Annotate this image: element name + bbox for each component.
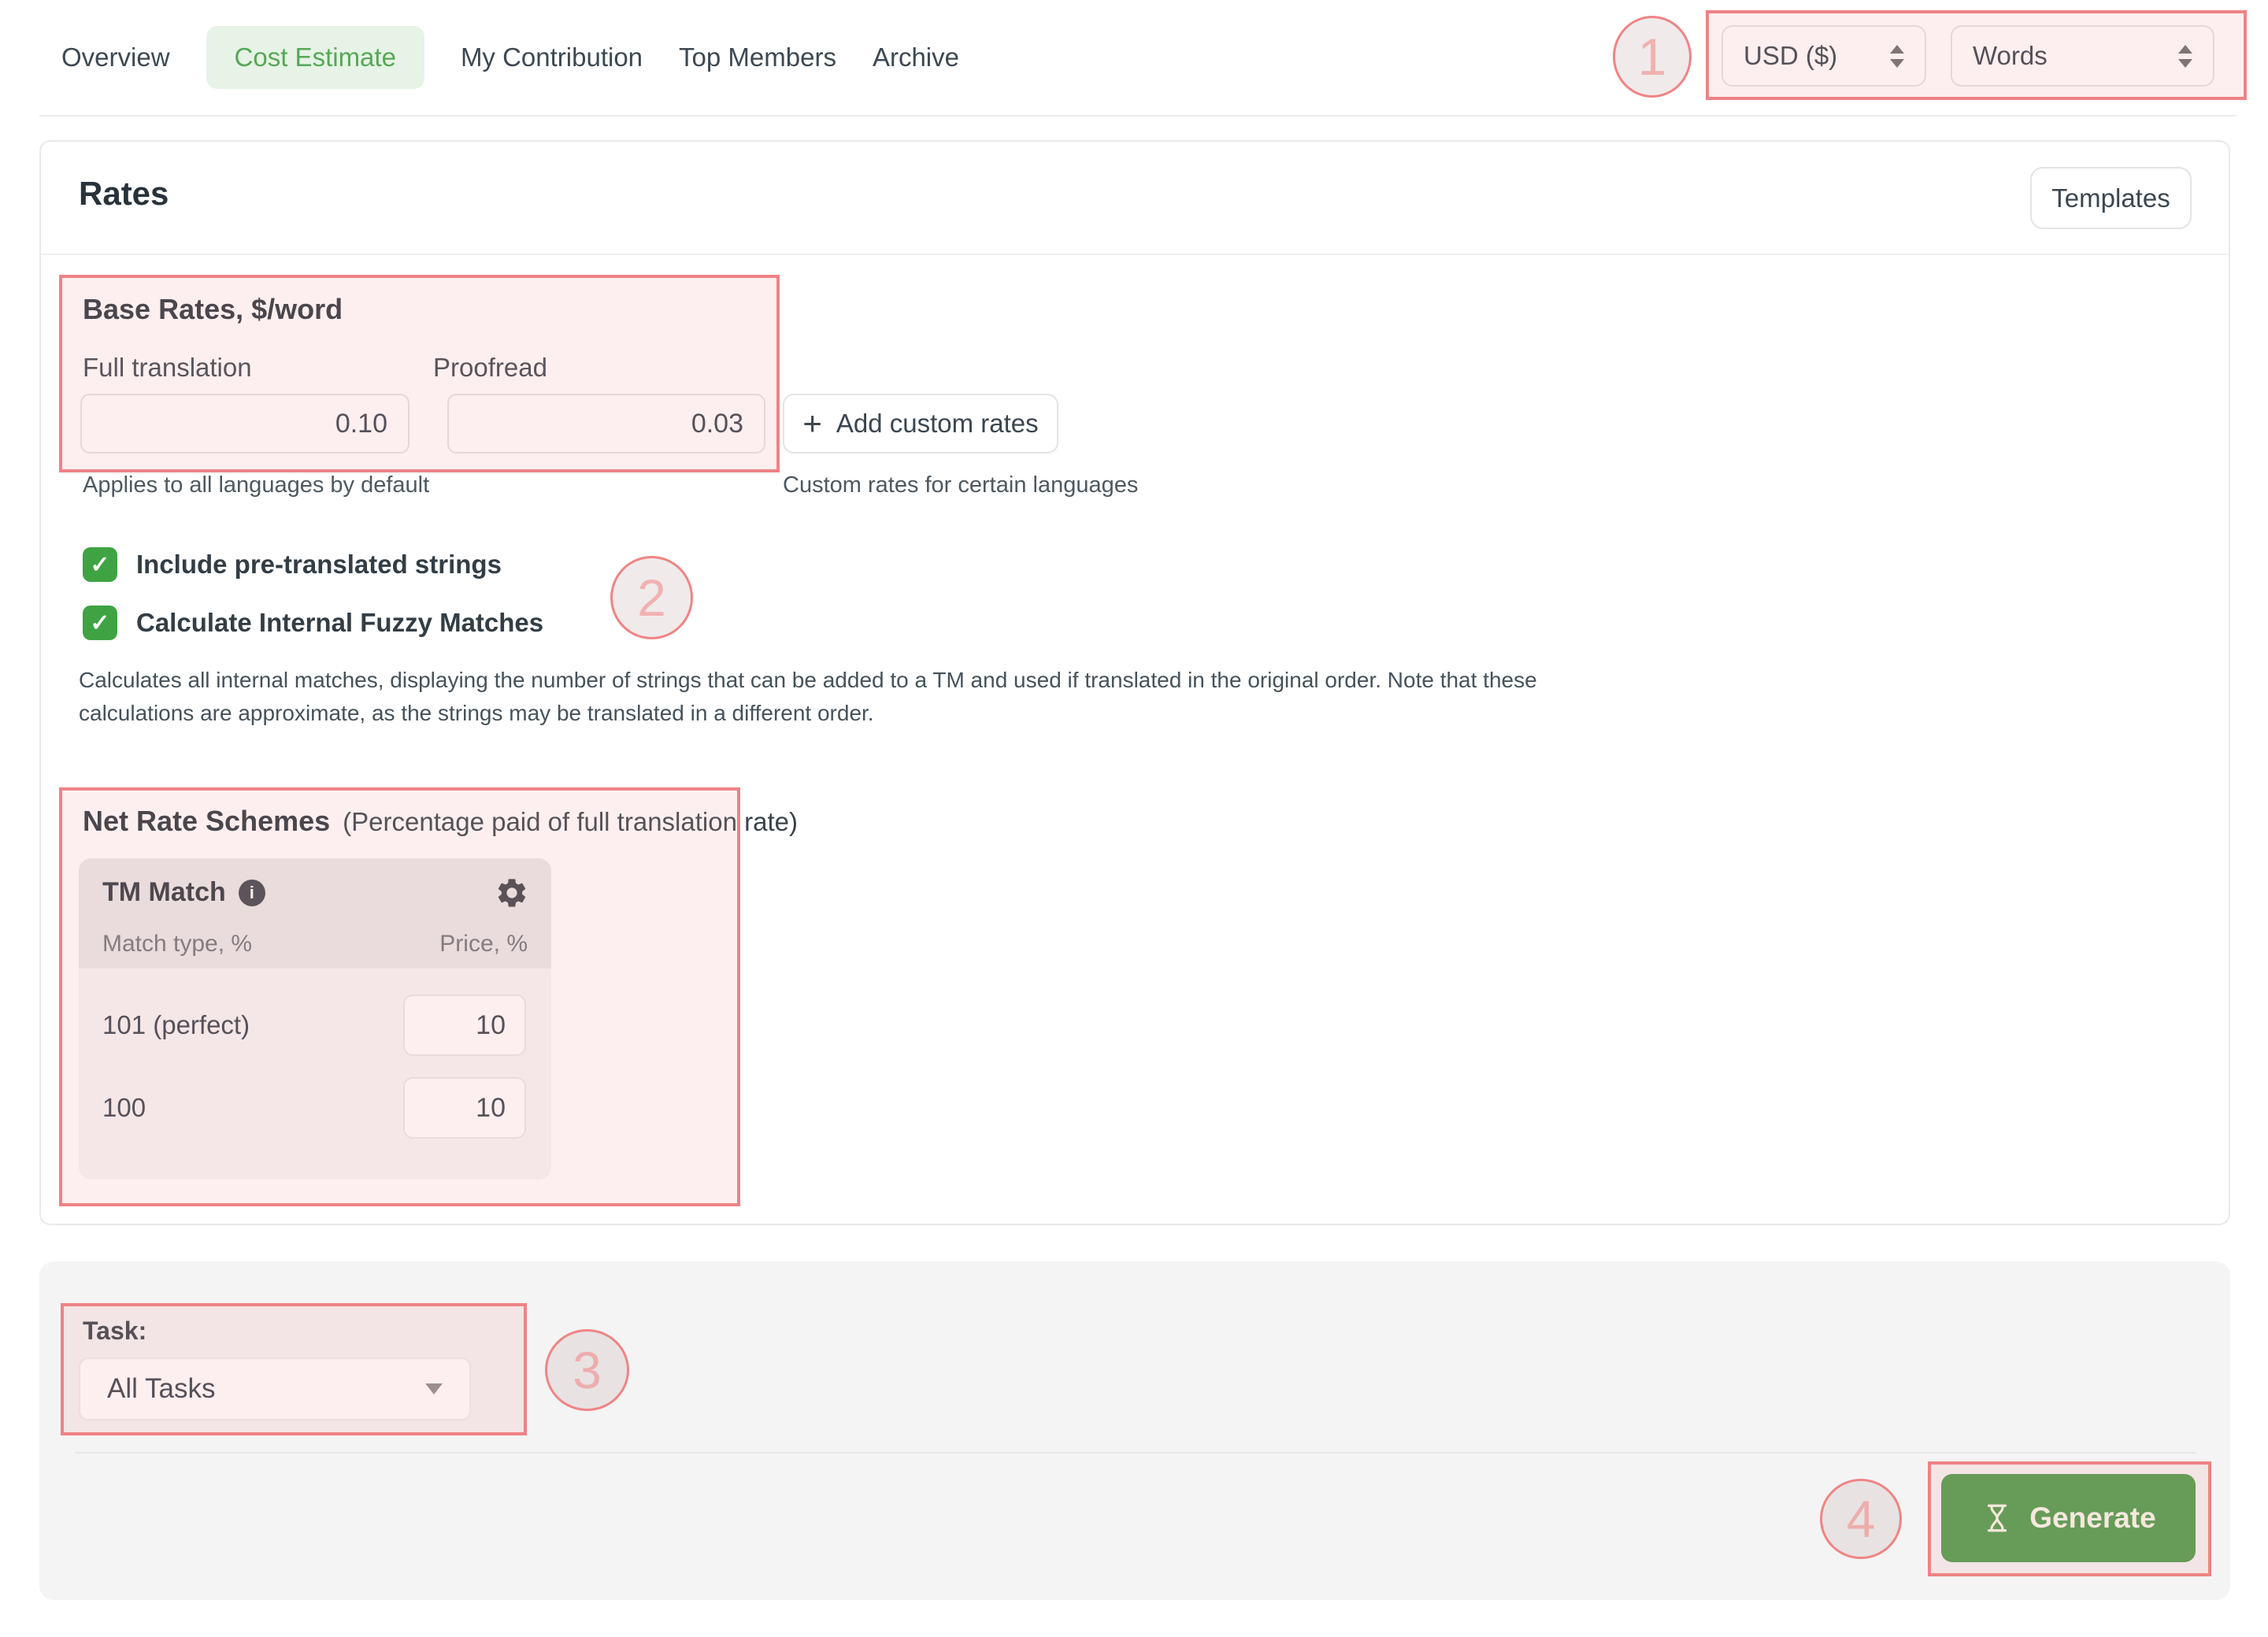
chevron-down-icon (425, 1383, 443, 1394)
checkbox-checked-icon[interactable]: ✓ (83, 606, 117, 640)
rates-card-title: Rates (79, 175, 169, 212)
checkbox-label: Include pre-translated strings (136, 550, 502, 579)
tm-col-price: Price, % (439, 931, 528, 957)
nav-divider (39, 115, 2236, 117)
select-arrows-icon (2178, 44, 2192, 68)
checkbox-row-fuzzy-matches[interactable]: ✓ Calculate Internal Fuzzy Matches (83, 606, 543, 640)
check-icon: ✓ (90, 609, 110, 636)
currency-select-value: USD ($) (1744, 41, 1838, 70)
check-icon: ✓ (90, 551, 110, 578)
base-rates-title: Base Rates, $/word (83, 293, 343, 325)
info-icon[interactable]: i (238, 879, 265, 906)
currency-select[interactable]: USD ($) (1721, 25, 1926, 87)
tm-match-card: TM Match i Match type, % Price, % (79, 858, 551, 1180)
tm-row-match-type: 101 (perfect) (102, 1010, 250, 1039)
tm-col-match-type: Match type, % (102, 931, 253, 957)
tab-my-contribution[interactable]: My Contribution (460, 43, 643, 72)
checkbox-label: Calculate Internal Fuzzy Matches (136, 608, 544, 637)
tm-row-price-input[interactable]: 10 (403, 1077, 526, 1139)
footer-panel (39, 1261, 2230, 1600)
add-custom-rates-button[interactable]: + Add custom rates (783, 394, 1058, 454)
unit-select-value: Words (1973, 41, 2048, 70)
base-rates-caption: Applies to all languages by default (83, 472, 430, 498)
net-rate-schemes-subtitle: (Percentage paid of full translation rat… (343, 807, 798, 836)
fuzzy-description-line1: Calculates all internal matches, display… (79, 668, 1537, 692)
net-rate-schemes-title: Net Rate Schemes (83, 805, 331, 837)
top-tab-bar: Overview Cost Estimate My Contribution T… (61, 0, 959, 115)
net-rate-schemes-header: Net Rate Schemes (Percentage paid of ful… (83, 805, 798, 838)
tm-row-match-type: 100 (102, 1093, 146, 1122)
tab-cost-estimate[interactable]: Cost Estimate (206, 26, 424, 89)
checkbox-row-pretranslated[interactable]: ✓ Include pre-translated strings (83, 547, 502, 582)
generate-button-label: Generate (2029, 1502, 2156, 1534)
tm-row-price-input[interactable]: 10 (403, 994, 526, 1056)
proofread-label: Proofread (433, 353, 547, 382)
info-icon-glyph: i (249, 882, 254, 902)
tab-overview[interactable]: Overview (61, 43, 170, 72)
footer-divider (75, 1452, 2196, 1454)
rates-header-divider (41, 254, 2229, 255)
proofread-input[interactable]: 0.03 (447, 394, 765, 454)
full-translation-label: Full translation (83, 353, 252, 382)
tab-archive[interactable]: Archive (872, 43, 959, 72)
tm-match-title: TM Match (102, 877, 226, 907)
task-select[interactable]: All Tasks (79, 1357, 471, 1420)
full-translation-input[interactable]: 0.10 (80, 394, 410, 454)
task-select-value: All Tasks (107, 1373, 216, 1404)
gear-icon[interactable] (495, 876, 529, 914)
unit-select[interactable]: Words (1951, 25, 2214, 87)
tab-top-members[interactable]: Top Members (679, 43, 836, 72)
templates-button[interactable]: Templates (2030, 167, 2192, 229)
tm-match-header: TM Match i Match type, % Price, % (79, 858, 551, 968)
select-arrows-icon (1890, 44, 1904, 68)
fuzzy-matches-description: Calculates all internal matches, display… (79, 664, 1537, 730)
checkbox-checked-icon[interactable]: ✓ (83, 547, 117, 582)
hourglass-icon (1988, 1504, 2007, 1532)
generate-button[interactable]: Generate (1941, 1474, 2196, 1562)
plus-icon: + (802, 405, 822, 442)
annotation-circle-1: 1 (1613, 16, 1692, 98)
fuzzy-description-line2: calculations are approximate, as the str… (79, 701, 874, 725)
add-custom-rates-label: Add custom rates (836, 409, 1039, 438)
custom-rates-caption: Custom rates for certain languages (783, 472, 1139, 498)
task-label: Task: (83, 1317, 147, 1345)
